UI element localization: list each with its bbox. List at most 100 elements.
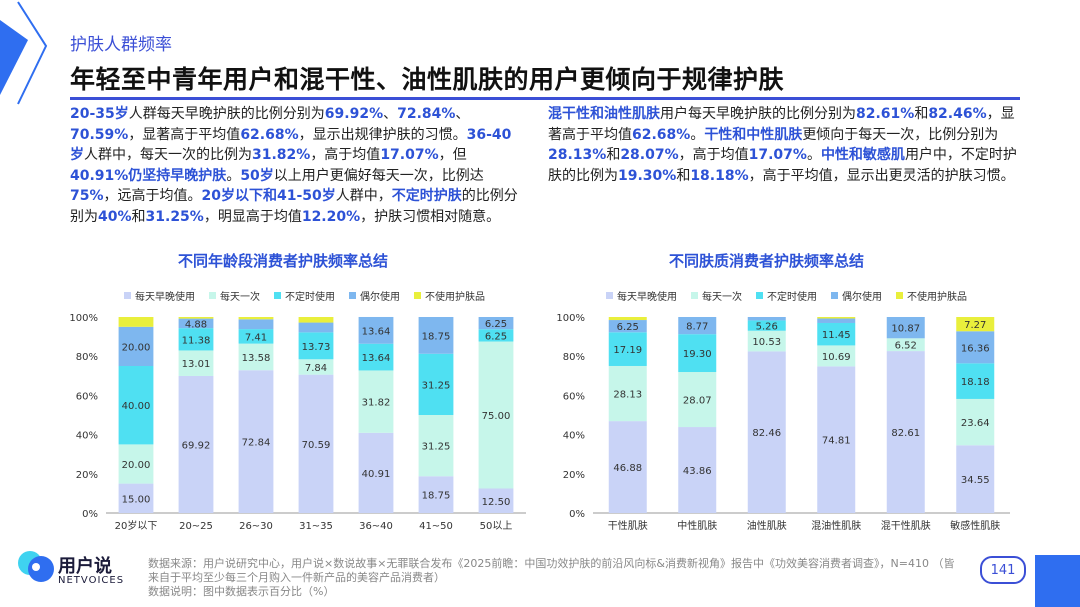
highlight-text: 20-35岁 xyxy=(70,106,129,122)
body-text: ，高于均值 xyxy=(310,147,381,163)
bar-segment xyxy=(298,332,334,360)
legend-label: 每天一次 xyxy=(702,292,742,303)
bar-segment xyxy=(747,317,786,321)
x-tick-label: 50以上 xyxy=(480,520,513,532)
bar-segment xyxy=(678,334,717,373)
body-text: 、 xyxy=(383,106,398,122)
data-label: 72.84 xyxy=(242,438,271,449)
bar-segment xyxy=(178,317,214,319)
body-text: ，高于均值 xyxy=(678,147,749,163)
legend-label: 不定时使用 xyxy=(285,292,335,303)
bar-segment xyxy=(118,317,154,327)
bar-segment xyxy=(678,427,717,513)
data-label: 28.07 xyxy=(683,396,712,407)
legend-item: 不定时使用 xyxy=(274,288,335,303)
body-text: 用户中，不定时护肤的比例为 xyxy=(548,147,1017,184)
data-label: 10.69 xyxy=(822,352,851,363)
body-text: ，远高于均值。 xyxy=(103,188,202,204)
bar-segment xyxy=(478,317,514,330)
body-text: 和 xyxy=(131,208,146,225)
page-title: 年轻至中青年用户和混干性、油性肌肤的用户更倾向于规律护肤 xyxy=(70,65,785,94)
body-text: ，高于平均值，显示出更灵活的护肤习惯。 xyxy=(748,167,1015,184)
bar-segment xyxy=(747,351,786,513)
y-tick-label: 20% xyxy=(76,470,98,481)
highlight-text: 18.18% xyxy=(690,167,749,184)
data-label: 40.91 xyxy=(362,469,391,480)
bar-segment xyxy=(608,317,647,321)
body-text: 的比例分别为 xyxy=(70,188,518,225)
legend-swatch xyxy=(831,292,838,299)
data-label: 31.25 xyxy=(422,442,451,453)
legend-item: 每天早晚使用 xyxy=(124,288,195,303)
data-label: 18.75 xyxy=(422,491,451,502)
bar-segment xyxy=(238,343,274,371)
bar-segment xyxy=(817,366,856,513)
data-label: 17.19 xyxy=(613,345,642,356)
highlight-text: 28.13% xyxy=(548,147,607,163)
data-label: 74.81 xyxy=(822,436,851,447)
y-tick-label: 0% xyxy=(569,509,585,520)
data-label: 20.00 xyxy=(122,342,151,353)
legend-label: 每天早晚使用 xyxy=(617,292,677,303)
data-label: 15.00 xyxy=(122,494,151,505)
legend-item: 偶尔使用 xyxy=(831,288,882,303)
bar-segment xyxy=(118,444,154,484)
legend-age: 每天早晚使用 每天一次 不定时使用 偶尔使用 不使用护肤品 xyxy=(124,288,499,303)
y-tick-label: 40% xyxy=(563,431,585,442)
data-label: 18.75 xyxy=(422,331,451,342)
data-label: 43.86 xyxy=(683,466,712,477)
highlight-text: 75% xyxy=(70,188,104,204)
body-text: 更倾向于每天一次，比例分别为 xyxy=(802,126,999,143)
x-tick-label: 混干性肌肤 xyxy=(881,519,931,532)
bar-segment xyxy=(747,330,786,352)
highlight-text: 31.82% xyxy=(252,147,311,163)
legend-swatch xyxy=(756,292,763,299)
data-label: 31.82 xyxy=(362,398,391,409)
bar-segment xyxy=(178,350,214,376)
data-label: 13.64 xyxy=(362,353,391,364)
x-tick-label: 敏感性肌肤 xyxy=(950,519,1000,532)
x-tick-label: 31~35 xyxy=(299,521,333,532)
bar-segment xyxy=(298,317,334,323)
highlight-text: 干性和中性肌肤 xyxy=(704,126,803,143)
highlight-text: 31.25% xyxy=(145,208,204,225)
legend-item: 不定时使用 xyxy=(756,288,817,303)
bar-segment xyxy=(678,372,717,428)
highlight-text: 69.92% xyxy=(324,106,384,122)
chart-title-age: 不同年龄段消费者护肤频率总结 xyxy=(178,252,389,270)
highlight-text: 28.07% xyxy=(620,147,679,163)
body-text: ，显示出规律护肤的习惯。 xyxy=(298,126,467,143)
bar-segment xyxy=(956,445,995,513)
y-tick-label: 100% xyxy=(69,313,98,324)
legend-item: 不使用护肤品 xyxy=(896,288,967,303)
bar-segment xyxy=(478,341,514,489)
highlight-text: 混干性和油性肌肤 xyxy=(548,106,660,122)
bar-segment xyxy=(298,359,334,375)
data-label: 34.55 xyxy=(961,475,990,486)
highlight-text: 82.46% xyxy=(928,106,987,122)
data-label: 6.25 xyxy=(485,319,507,330)
bar-segment xyxy=(238,317,274,320)
bar-segment xyxy=(298,322,334,333)
data-label: 16.36 xyxy=(961,343,990,354)
bar-segment xyxy=(817,322,856,346)
body-text: 人群每天早晚护肤的比例分别为 xyxy=(128,106,325,122)
data-label: 18.18 xyxy=(961,377,990,388)
data-label: 5.26 xyxy=(756,322,778,333)
highlight-text: 中性和敏感肌 xyxy=(820,147,905,163)
bar-segment xyxy=(178,318,214,329)
footer-source: 数据来源：用户说研究中心，用户说×数说故事×无罪联合发布《2025前瞻：中国功效… xyxy=(148,557,958,599)
body-text: ，显著高于平均值 xyxy=(548,106,1015,143)
bar-segment xyxy=(358,432,394,513)
bar-segment xyxy=(678,317,717,335)
body-text: 、 xyxy=(455,106,470,122)
bar-segment xyxy=(956,317,995,332)
data-label: 13.73 xyxy=(302,342,331,353)
legend-item: 每天一次 xyxy=(691,288,742,303)
bar-segment xyxy=(478,329,514,342)
data-label: 11.38 xyxy=(182,335,211,346)
data-label: 31.25 xyxy=(422,380,451,391)
y-tick-label: 20% xyxy=(563,470,585,481)
highlight-text: 82.61% xyxy=(856,106,915,122)
bar-segment xyxy=(418,317,454,354)
